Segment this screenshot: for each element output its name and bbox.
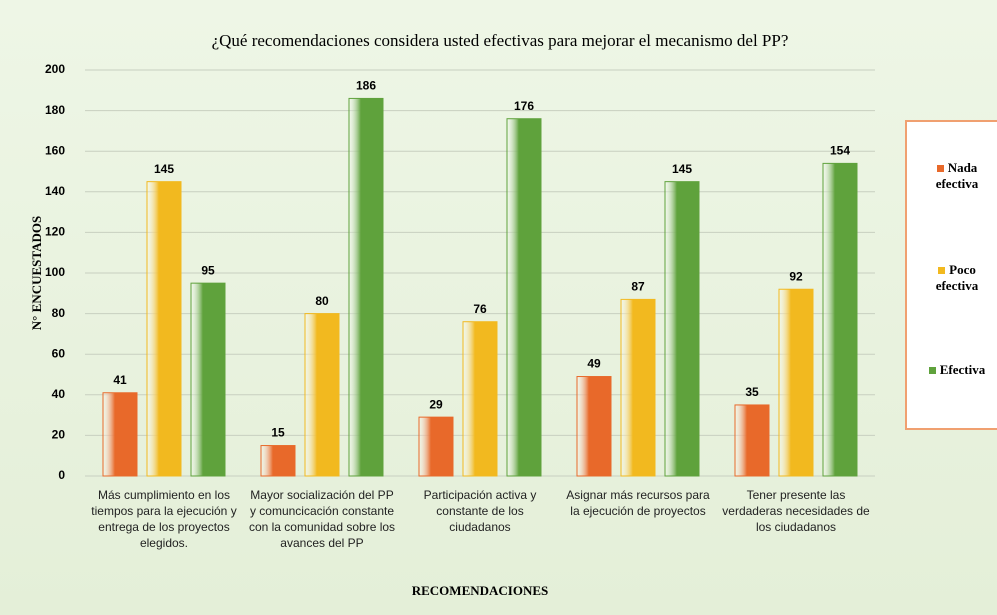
y-tick-label: 20	[52, 428, 66, 442]
value-label: 145	[154, 162, 174, 176]
legend-label: Poco efectiva	[935, 262, 979, 293]
bar	[348, 97, 384, 477]
bar	[462, 321, 498, 477]
value-label: 15	[271, 426, 285, 440]
x-axis-label: RECOMENDACIONES	[412, 583, 549, 598]
y-tick-label: 0	[58, 468, 65, 482]
bar	[102, 392, 138, 477]
legend-item: Efectiva	[917, 362, 997, 378]
bar	[506, 118, 542, 477]
value-label: 29	[429, 397, 443, 411]
legend: Nada efectiva Poco efectiva Efectiva	[905, 120, 997, 430]
legend-label: Efectiva	[939, 362, 986, 377]
legend-swatch	[938, 267, 946, 274]
x-tick-label: Mayor socialización del PP y comuncicaci…	[248, 488, 396, 550]
chart-title: ¿Qué recomendaciones considera usted efe…	[212, 31, 789, 50]
bar	[190, 282, 226, 477]
y-tick-label: 40	[52, 387, 66, 401]
bar	[146, 181, 182, 477]
y-tick-label: 160	[45, 143, 65, 157]
bar	[734, 404, 770, 477]
value-label: 76	[473, 302, 487, 316]
x-tick-label: Más cumplimiento en los tiempos para la …	[91, 488, 237, 550]
value-label: 145	[672, 162, 692, 176]
x-tick-label: Asignar más recursos para la ejecución d…	[566, 488, 710, 518]
value-label: 95	[201, 263, 215, 277]
bar	[418, 416, 454, 477]
y-tick-label: 100	[45, 265, 65, 279]
legend-item: Nada efectiva	[917, 160, 997, 192]
y-tick-label: 200	[45, 62, 65, 76]
bar	[664, 181, 700, 477]
legend-label: Nada efectiva	[935, 160, 979, 191]
bar	[822, 162, 858, 477]
bar	[778, 288, 814, 477]
legend-swatch	[936, 165, 944, 172]
value-label: 176	[514, 99, 534, 113]
value-label: 41	[113, 373, 127, 387]
legend-swatch	[928, 367, 936, 374]
bar	[260, 445, 296, 477]
y-axis-label: N° ENCUESTADOS	[29, 216, 44, 330]
y-tick-label: 180	[45, 103, 65, 117]
value-label: 154	[830, 144, 850, 158]
value-label: 87	[631, 280, 645, 294]
value-label: 49	[587, 357, 601, 371]
bar	[304, 313, 340, 477]
y-tick-label: 140	[45, 184, 65, 198]
y-tick-label: 60	[52, 346, 66, 360]
bar	[620, 298, 656, 477]
y-tick-label: 120	[45, 225, 65, 239]
y-tick-label: 80	[52, 306, 66, 320]
value-label: 80	[315, 294, 329, 308]
value-label: 92	[789, 269, 803, 283]
value-label: 35	[745, 385, 759, 399]
x-tick-label: Tener presente las verdaderas necesidade…	[722, 488, 870, 534]
legend-item: Poco efectiva	[917, 262, 997, 294]
bar	[576, 376, 612, 477]
x-tick-label: Participación activa y constante de los …	[423, 488, 537, 534]
value-label: 186	[356, 79, 376, 93]
